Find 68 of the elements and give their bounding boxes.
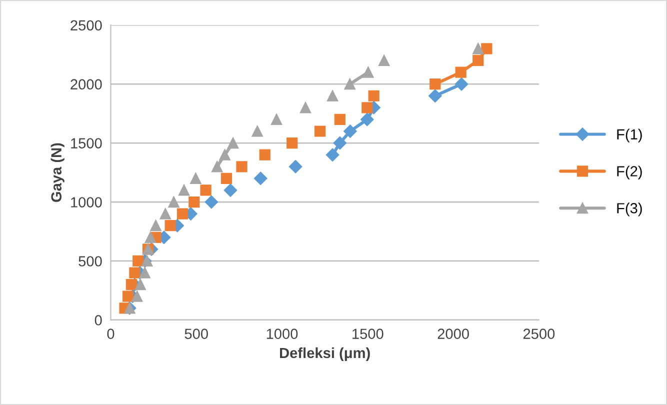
point: [204, 195, 218, 209]
point: [454, 77, 468, 91]
point: [227, 137, 239, 149]
point: [190, 172, 202, 184]
point: [129, 267, 140, 278]
point: [144, 232, 156, 243]
point: [481, 43, 492, 54]
point: [362, 102, 373, 114]
point: [164, 220, 176, 232]
point: [134, 279, 146, 290]
x-tick-label: 0: [107, 328, 114, 339]
y-axis-title: Gaya (N): [50, 143, 64, 202]
point: [139, 267, 150, 278]
point: [288, 160, 302, 174]
point: [122, 290, 134, 302]
point: [176, 208, 188, 220]
point: [334, 114, 346, 126]
x-tick-label: 1000: [266, 328, 298, 339]
x-tick-label: 500: [184, 328, 208, 339]
point: [132, 290, 143, 302]
point: [188, 196, 200, 208]
y-tick-label: 1000: [71, 197, 102, 208]
x-tick-label: 2000: [438, 328, 469, 339]
point: [326, 90, 338, 102]
point: [344, 124, 357, 138]
point: [326, 148, 340, 162]
point: [141, 255, 153, 267]
point: [428, 89, 442, 102]
point: [430, 78, 441, 90]
point: [132, 255, 144, 267]
point: [368, 90, 380, 102]
y-tick-label: 0: [94, 315, 102, 326]
point: [259, 149, 270, 160]
point: [472, 43, 484, 54]
point: [212, 161, 223, 172]
point: [360, 112, 374, 126]
legend-label: F(2): [617, 166, 642, 180]
point: [160, 208, 171, 220]
x-tick-label: 2500: [523, 328, 555, 339]
point: [200, 184, 212, 196]
point: [344, 78, 356, 90]
point: [168, 196, 180, 208]
legend-label: F(3): [617, 202, 642, 216]
point: [150, 220, 162, 232]
point: [362, 66, 374, 78]
point: [219, 149, 230, 160]
x-tick-label: 1500: [352, 328, 384, 339]
point: [224, 184, 238, 197]
point: [126, 279, 138, 290]
point: [286, 137, 298, 149]
legend-label: F(1): [617, 128, 642, 142]
x-axis-title: Defleksi (μm): [280, 347, 370, 362]
y-tick-label: 2500: [70, 20, 102, 31]
point: [300, 102, 312, 114]
point: [178, 184, 190, 196]
point: [270, 114, 282, 126]
point: [333, 136, 346, 150]
point: [472, 54, 484, 66]
point: [220, 172, 232, 184]
point: [252, 126, 263, 137]
y-tick-label: 2000: [70, 79, 102, 90]
y-tick-label: 1500: [71, 138, 102, 148]
point: [378, 54, 390, 66]
point: [455, 66, 466, 78]
point: [236, 161, 248, 172]
y-tick-label: 500: [78, 256, 102, 266]
point: [254, 172, 268, 186]
point: [314, 126, 326, 137]
